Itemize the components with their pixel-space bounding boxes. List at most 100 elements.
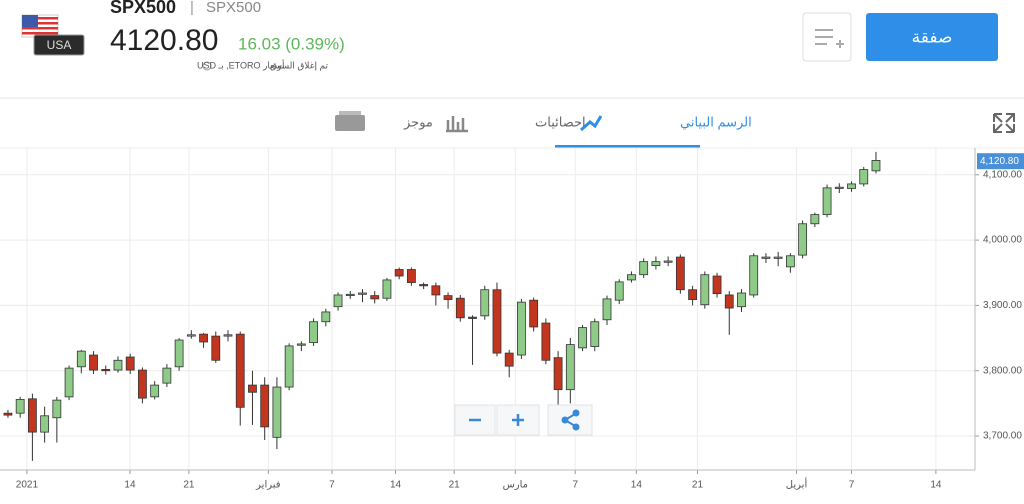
symbol: SPX500: [110, 0, 176, 17]
last-price-label: 4,120.80: [980, 156, 1019, 167]
x-tick-label: 7: [849, 480, 855, 491]
candle-down: [138, 369, 147, 399]
candle-down: [101, 369, 111, 372]
candle-up: [345, 293, 355, 297]
candle-down: [125, 356, 135, 371]
candle-up: [651, 261, 661, 266]
x-tick-label: 14: [930, 480, 942, 491]
candle-up: [113, 359, 123, 371]
candle-up: [578, 327, 587, 349]
candle-down: [89, 354, 98, 371]
x-tick-label: 7: [572, 480, 578, 491]
x-tick-label: 21: [183, 480, 195, 491]
expand-icon[interactable]: [993, 113, 1015, 133]
candle-down: [3, 412, 13, 416]
candle-down: [553, 357, 563, 391]
candle-up: [614, 281, 624, 301]
candle-down: [468, 316, 477, 319]
candle-up: [76, 350, 86, 368]
candle-up: [859, 169, 869, 185]
candle-up: [272, 386, 282, 438]
candle-up: [174, 339, 184, 368]
y-tick-label: 3,800.00: [983, 365, 1022, 376]
x-tick-label: 2021: [16, 480, 39, 491]
candle-down: [504, 352, 514, 367]
zoom-out-button[interactable]: [454, 404, 496, 436]
candle-up: [785, 255, 795, 268]
candle-up: [64, 367, 74, 398]
candle-down: [248, 384, 257, 393]
candle-up: [321, 311, 331, 323]
x-tick-label: فبراير: [255, 480, 281, 491]
candle-up: [223, 334, 233, 337]
tab-chart[interactable]: الرسم البياني: [555, 114, 752, 148]
candle-up: [150, 384, 160, 398]
candle-down: [199, 333, 208, 343]
y-tick-label: 3,900.00: [983, 300, 1022, 311]
plot: 3,700.00 3,800.00 3,900.00 4,000.00 4,100.00…: [0, 148, 1024, 491]
candle-up: [382, 279, 392, 299]
tab-label: احصائيات: [535, 114, 586, 129]
candle-up: [834, 186, 844, 189]
candle-up: [663, 260, 673, 263]
x-tick-label: مارس: [503, 480, 528, 491]
candle-up: [52, 399, 62, 419]
separator: |: [190, 0, 194, 16]
candle-down: [688, 289, 697, 300]
candle-up: [15, 399, 25, 414]
x-tick-label: 21: [449, 480, 461, 491]
candle-down: [260, 384, 270, 428]
candle-down: [211, 335, 221, 361]
tab-label: الرسم البياني: [680, 114, 752, 130]
candle-up: [871, 160, 881, 172]
candle-up: [761, 256, 771, 259]
zoom-in-button[interactable]: [496, 404, 540, 436]
candle-down: [455, 297, 465, 319]
candle-down: [492, 289, 502, 354]
x-tick-label: 14: [124, 480, 136, 491]
trade-button-label: صفقة: [912, 27, 953, 46]
candle-up: [284, 345, 294, 388]
candle-up: [162, 367, 172, 384]
candle-up: [847, 183, 856, 189]
candle-up: [309, 321, 318, 344]
tab-stats[interactable]: احصائيات: [446, 114, 586, 133]
candle-up: [602, 298, 612, 321]
candle-up: [333, 294, 343, 308]
candle-up: [773, 256, 783, 259]
candle-up: [798, 223, 808, 256]
candle-down: [724, 294, 734, 309]
candle-up: [749, 255, 759, 296]
candle-down: [235, 333, 245, 408]
candle-up: [565, 344, 575, 391]
candle-down: [712, 275, 722, 295]
watchlist-button[interactable]: [802, 12, 852, 62]
x-tick-label: 21: [692, 480, 704, 491]
candle-up: [296, 343, 306, 346]
candle-up: [737, 292, 746, 308]
market-status: تم إغلاق السوق: [270, 60, 328, 71]
candle-down: [541, 322, 551, 361]
candle-down: [394, 269, 404, 277]
x-tick-label: 7: [329, 480, 335, 491]
candle-down: [370, 295, 380, 300]
candle-up: [639, 261, 649, 276]
candle-down: [406, 269, 416, 283]
candle-down: [529, 299, 539, 328]
candle-up: [700, 274, 710, 306]
instrument-name: SPX500: [206, 0, 261, 16]
candle-up: [358, 292, 367, 295]
quote-source: أسعار ETORO, بـ USD: [197, 59, 285, 70]
tab-summary[interactable]: موجز: [335, 111, 433, 131]
candle-down: [431, 285, 441, 296]
tab-label: موجز: [403, 114, 433, 130]
share-button[interactable]: [547, 404, 593, 436]
clock-icon: [202, 61, 212, 71]
flag-label: USA: [47, 38, 72, 52]
y-tick-label: 4,100.00: [983, 169, 1022, 180]
x-tick-label: 14: [390, 480, 402, 491]
trade-button[interactable]: صفقة: [866, 13, 998, 61]
candle-up: [186, 334, 196, 337]
candle-up: [480, 289, 490, 317]
